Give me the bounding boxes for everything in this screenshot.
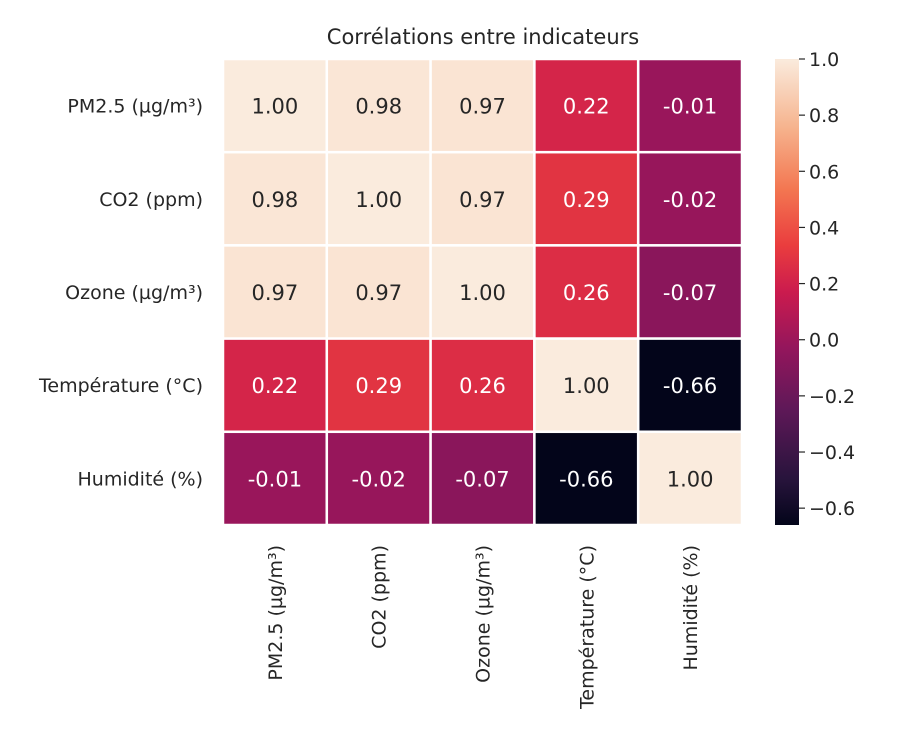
- heatmap-cell: 0.26: [533, 244, 640, 340]
- heatmap-cell-rect: [636, 337, 744, 434]
- heatmap-cell: 0.22: [221, 337, 329, 434]
- heatmap-cell-rect: [533, 337, 640, 434]
- column-labels: PM2.5 (µg/m³) CO2 (ppm) Ozone (µg/m³) Tempé…: [265, 545, 702, 710]
- heatmap-cell: 1.00: [533, 337, 640, 434]
- cell-value-label: 0.26: [563, 281, 610, 305]
- heatmap-cell: -0.07: [429, 430, 536, 527]
- row-label: Température (°C): [38, 375, 203, 397]
- cell-value-label: 0.97: [459, 95, 506, 119]
- colorbar-ticks: 1.0 0.8 0.6 0.4 0.2 0.0 −0.2 −0.4 −0.6: [799, 49, 855, 520]
- cell-value-label: 0.22: [252, 374, 299, 398]
- cell-value-label: -0.01: [248, 467, 302, 491]
- colorbar-tick-label: −0.4: [809, 442, 855, 464]
- column-label: PM2.5 (µg/m³): [265, 545, 287, 681]
- heatmap-cell-rect: [221, 337, 329, 434]
- colorbar-tick-label: 0.0: [809, 330, 839, 352]
- column-label: Ozone (µg/m³): [473, 545, 495, 683]
- cell-value-label: 0.97: [459, 188, 506, 212]
- cell-value-label: 0.98: [355, 95, 402, 119]
- row-label: PM2.5 (µg/m³): [67, 96, 203, 118]
- column-label: Température (°C): [576, 545, 598, 710]
- heatmap-cell: 0.26: [429, 337, 536, 434]
- heatmap-cell: -0.02: [636, 150, 744, 247]
- heatmap-cell: -0.02: [325, 430, 432, 527]
- cell-value-label: 1.00: [459, 281, 506, 305]
- chart-title: Corrélations entre indicateurs: [327, 25, 639, 49]
- heatmap-cell: -0.66: [636, 337, 744, 434]
- colorbar-tick-label: 0.8: [809, 105, 839, 127]
- cell-value-label: -0.07: [455, 467, 509, 491]
- cell-value-label: 0.97: [252, 281, 299, 305]
- cell-value-label: 0.97: [355, 281, 402, 305]
- cell-value-label: 1.00: [252, 95, 299, 119]
- heatmap-cell: -0.01: [221, 430, 329, 527]
- heatmap-cell: 1.00: [325, 150, 432, 247]
- row-label: Ozone (µg/m³): [65, 282, 203, 304]
- cell-value-label: 0.98: [252, 188, 299, 212]
- cell-value-label: -0.02: [663, 188, 717, 212]
- heatmap-cell: 1.00: [636, 430, 744, 527]
- heatmap-cell: 0.97: [325, 244, 432, 340]
- cell-value-label: -0.01: [663, 95, 717, 119]
- heatmap-cell: 0.98: [325, 57, 432, 154]
- colorbar-tick-label: 1.0: [809, 49, 839, 71]
- heatmap-cell-rect: [325, 57, 432, 154]
- cell-value-label: -0.66: [559, 467, 613, 491]
- heatmap-cell-rect: [325, 244, 432, 340]
- heatmap-cell: 0.97: [429, 150, 536, 247]
- colorbar-tick-label: 0.6: [809, 161, 839, 183]
- cell-value-label: 1.00: [355, 188, 402, 212]
- heatmap-cell-rect: [429, 150, 536, 247]
- heatmap-cell: -0.01: [636, 57, 744, 154]
- cell-value-label: 1.00: [667, 467, 714, 491]
- heatmap-cell: 1.00: [429, 244, 536, 340]
- cell-value-label: -0.07: [663, 281, 717, 305]
- row-label: CO2 (ppm): [99, 189, 203, 211]
- cell-value-label: 0.29: [563, 188, 610, 212]
- column-label: CO2 (ppm): [369, 545, 391, 649]
- heatmap-cell-rect: [533, 244, 640, 340]
- colorbar-tick-label: 0.2: [809, 274, 839, 296]
- heatmap-cell-rect: [221, 57, 329, 154]
- heatmap-cell: 0.97: [429, 57, 536, 154]
- colorbar-tick-label: 0.4: [809, 217, 839, 239]
- heatmap-cell-rect: [636, 150, 744, 247]
- colorbar-tick-label: −0.2: [809, 386, 855, 408]
- heatmap-cell-rect: [325, 337, 432, 434]
- heatmap-cell-rect: [636, 430, 744, 527]
- cell-value-label: 1.00: [563, 374, 610, 398]
- cell-value-label: -0.66: [663, 374, 717, 398]
- heatmap-cell-rect: [221, 430, 329, 527]
- heatmap-cell: -0.07: [636, 244, 744, 340]
- heatmap-cell: -0.66: [533, 430, 640, 527]
- heatmap-cell-rect: [429, 337, 536, 434]
- colorbar-tick-label: −0.6: [809, 498, 855, 520]
- heatmap-cells: 1.00 0.98 0.97 0.22 -0.01 0.98 1.00 0.97 0.29 -0.…: [221, 57, 744, 527]
- heatmap-cell: 0.22: [533, 57, 640, 154]
- cell-value-label: 0.29: [355, 374, 402, 398]
- heatmap-cell: 0.97: [221, 244, 329, 340]
- heatmap-cell: 0.29: [533, 150, 640, 247]
- cell-value-label: 0.22: [563, 95, 610, 119]
- heatmap-cell-rect: [325, 430, 432, 527]
- heatmap-cell: 0.29: [325, 337, 432, 434]
- cell-value-label: -0.02: [352, 467, 406, 491]
- cell-value-label: 0.26: [459, 374, 506, 398]
- column-label: Humidité (%): [680, 545, 702, 671]
- row-label: Humidité (%): [77, 468, 203, 490]
- colorbar: [775, 59, 799, 525]
- heatmap-cell-rect: [429, 430, 536, 527]
- heatmap-cell-rect: [221, 150, 329, 247]
- heatmap-cell: 1.00: [221, 57, 329, 154]
- row-labels: PM2.5 (µg/m³) CO2 (ppm) Ozone (µg/m³) Tempé…: [38, 96, 203, 491]
- heatmap-cell: 0.98: [221, 150, 329, 247]
